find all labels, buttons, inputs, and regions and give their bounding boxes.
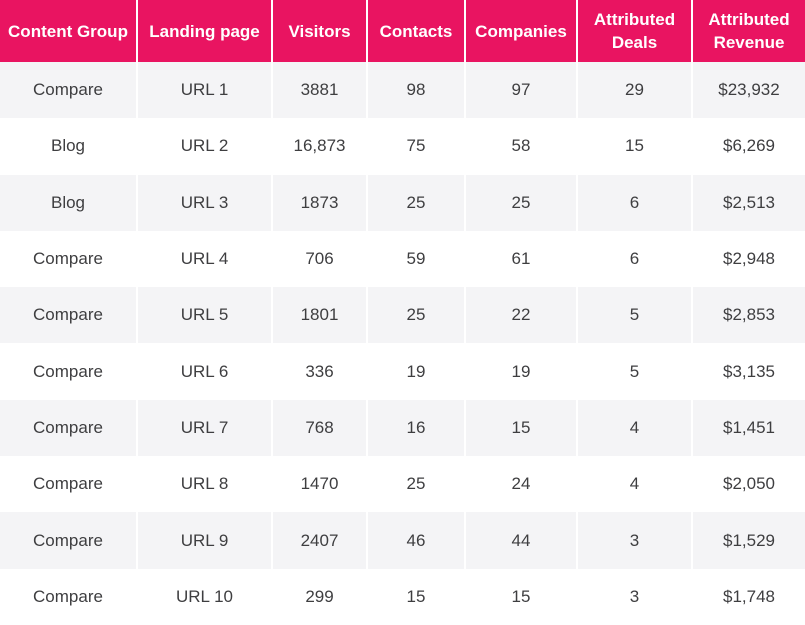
table-cell: $1,451 (693, 399, 805, 457)
table-cell: $2,513 (693, 174, 805, 231)
table-cell: URL 2 (138, 118, 271, 175)
table-cell: 24 (466, 456, 576, 513)
table-cell: 299 (273, 568, 366, 625)
table-cell: Compare (0, 62, 136, 119)
table-row: Compare URL 7 768 16 15 4 $1,451 (0, 399, 805, 457)
column-header-landing-page: Landing page (138, 0, 271, 62)
table-cell: 6 (578, 174, 691, 231)
table-cell: 16 (368, 399, 464, 457)
column-header-attributed-revenue: Attributed Revenue (693, 0, 805, 62)
column-header-content-group: Content Group (0, 0, 136, 62)
table-cell: 25 (368, 287, 464, 344)
table-cell: URL 10 (138, 568, 271, 625)
table-cell: Compare (0, 287, 136, 344)
table-row: Compare URL 6 336 19 19 5 $3,135 (0, 343, 805, 400)
table-cell: 4 (578, 456, 691, 513)
table-cell: 19 (368, 343, 464, 400)
table-cell: 75 (368, 118, 464, 175)
table-cell: 15 (466, 399, 576, 457)
table-row: Compare URL 5 1801 25 22 5 $2,853 (0, 287, 805, 344)
table-row: Compare URL 1 3881 98 97 29 $23,932 (0, 62, 805, 119)
table-cell: $3,135 (693, 343, 805, 400)
table-cell: URL 6 (138, 343, 271, 400)
table-cell: $2,853 (693, 287, 805, 344)
table-cell: 25 (368, 456, 464, 513)
table-cell: 3 (578, 568, 691, 625)
table-cell: $23,932 (693, 62, 805, 119)
table-cell: URL 4 (138, 230, 271, 288)
table-cell: URL 9 (138, 512, 271, 569)
table-cell: Blog (0, 118, 136, 175)
table-cell: $6,269 (693, 118, 805, 175)
table-header-row: Content Group Landing page Visitors Cont… (0, 0, 805, 62)
column-header-contacts: Contacts (368, 0, 464, 62)
table-cell: $2,948 (693, 230, 805, 288)
table-cell: 4 (578, 399, 691, 457)
table-cell: 3 (578, 512, 691, 569)
table-cell: 15 (578, 118, 691, 175)
table-cell: 19 (466, 343, 576, 400)
table-cell: 5 (578, 343, 691, 400)
table-cell: 336 (273, 343, 366, 400)
table-cell: Compare (0, 512, 136, 569)
table-cell: 768 (273, 399, 366, 457)
table-cell: Compare (0, 456, 136, 513)
table-cell: 25 (368, 174, 464, 231)
table-cell: URL 7 (138, 399, 271, 457)
table-cell: 22 (466, 287, 576, 344)
table-cell: URL 3 (138, 174, 271, 231)
table-cell: $1,748 (693, 568, 805, 625)
table-cell: 1873 (273, 174, 366, 231)
table-cell: 6 (578, 230, 691, 288)
table-cell: 44 (466, 512, 576, 569)
table-cell: 5 (578, 287, 691, 344)
table-cell: 46 (368, 512, 464, 569)
table-cell: URL 5 (138, 287, 271, 344)
table-cell: 706 (273, 230, 366, 288)
table-cell: Compare (0, 343, 136, 400)
table-row: Compare URL 4 706 59 61 6 $2,948 (0, 230, 805, 288)
table-cell: URL 8 (138, 456, 271, 513)
table-cell: 25 (466, 174, 576, 231)
table-cell: 15 (368, 568, 464, 625)
table-cell: Blog (0, 174, 136, 231)
table-cell: 29 (578, 62, 691, 119)
table-cell: 59 (368, 230, 464, 288)
table-cell: 98 (368, 62, 464, 119)
table-cell: 61 (466, 230, 576, 288)
table-cell: 97 (466, 62, 576, 119)
table-cell: Compare (0, 399, 136, 457)
table-body: Compare URL 1 3881 98 97 29 $23,932 Blog URL 2 16… (0, 62, 805, 625)
table-cell: Compare (0, 230, 136, 288)
table-cell: 15 (466, 568, 576, 625)
table-row: Blog URL 2 16,873 75 58 15 $6,269 (0, 118, 805, 175)
table-cell: 1801 (273, 287, 366, 344)
table-row: Compare URL 9 2407 46 44 3 $1,529 (0, 512, 805, 569)
table-cell: 58 (466, 118, 576, 175)
table-cell: 16,873 (273, 118, 366, 175)
table-cell: $1,529 (693, 512, 805, 569)
table-row: Blog URL 3 1873 25 25 6 $2,513 (0, 174, 805, 231)
table-cell: $2,050 (693, 456, 805, 513)
table-cell: 3881 (273, 62, 366, 119)
table-cell: URL 1 (138, 62, 271, 119)
table-cell: Compare (0, 568, 136, 625)
column-header-visitors: Visitors (273, 0, 366, 62)
table-row: Compare URL 10 299 15 15 3 $1,748 (0, 568, 805, 625)
column-header-companies: Companies (466, 0, 576, 62)
table-cell: 2407 (273, 512, 366, 569)
table-cell: 1470 (273, 456, 366, 513)
column-header-attributed-deals: Attributed Deals (578, 0, 691, 62)
table-row: Compare URL 8 1470 25 24 4 $2,050 (0, 456, 805, 513)
